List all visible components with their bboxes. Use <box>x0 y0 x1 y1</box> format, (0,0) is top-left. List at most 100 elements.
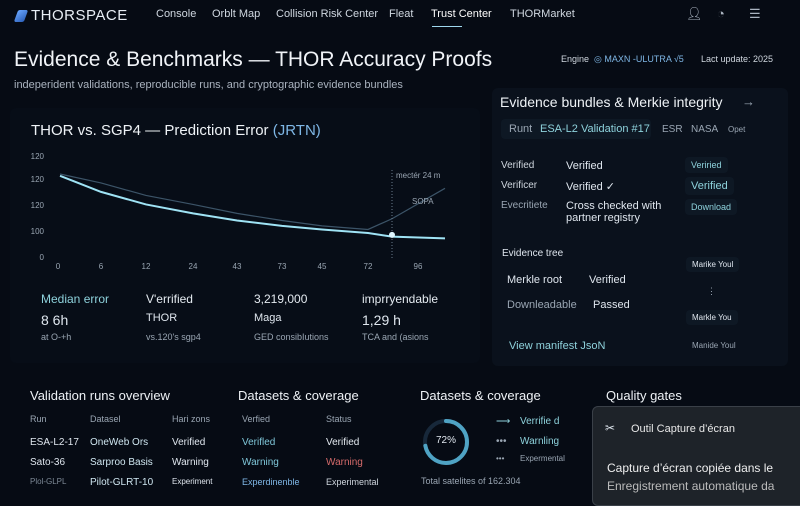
engine-label: Engine <box>561 54 590 64</box>
x-tick-label: 12 <box>142 262 151 271</box>
nav-fleet[interactable]: Fleat <box>389 8 414 20</box>
datasets-cell: Warning <box>242 457 279 468</box>
menu-icon[interactable]: ☰ <box>749 6 761 21</box>
x-tick-label: 72 <box>364 262 373 271</box>
nav-orbit-map[interactable]: Orblt Map <box>212 8 261 20</box>
nav-trust-center[interactable]: Trust Center <box>431 8 492 20</box>
chart-title-text: THOR vs. SGP4 — Prediction Error <box>31 122 269 139</box>
stat-label: V'errified <box>146 292 193 306</box>
tree-node[interactable]: Manide Youl <box>692 341 736 350</box>
nav-collision-risk[interactable]: Collision Risk Center <box>276 8 379 20</box>
y-tick-label: 120 <box>31 175 45 184</box>
stat-value: THOR <box>146 312 178 324</box>
screenshot-toast[interactable]: ✂ Outil Capture d’écran Capture d’écran … <box>592 406 800 506</box>
downloadable-label: Downleadable <box>507 299 577 311</box>
prediction-error-chart: 120 120 120 100 0 0 6 12 24 43 73 45 72 96 mectér 24 m… <box>31 152 446 271</box>
x-tick-label: 45 <box>318 262 327 271</box>
tree-node[interactable]: Markle You <box>686 310 738 325</box>
runs-cell: Sarproo Basis <box>90 457 153 468</box>
chart-title-unit: (JRTN) <box>272 122 321 139</box>
x-tick-label: 24 <box>189 262 198 271</box>
prediction-error-panel <box>10 108 480 363</box>
brand-logo[interactable]: THORSPACE <box>13 7 128 24</box>
evidence-value: Verified <box>566 160 603 172</box>
datasets-cell: Experdinenble <box>242 477 300 487</box>
runs-cell: Experiment <box>172 477 213 486</box>
runs-cell: Warning <box>172 457 209 468</box>
legend-dots-icon: ••• <box>496 454 505 463</box>
logo-icon <box>13 9 29 22</box>
legend-dots-icon: ••• <box>496 436 507 447</box>
engine-badge[interactable]: ◎ MAXN -ULUTRA √5 <box>594 54 684 64</box>
runs-header: Hari zons <box>172 414 211 424</box>
x-tick-label: 96 <box>414 262 423 271</box>
x-tick-label: 43 <box>233 262 242 271</box>
coverage-title: Datasets & coverage <box>420 388 541 403</box>
coverage-donut <box>423 419 469 465</box>
legend-experimental: Expermental <box>520 454 565 463</box>
arrow-right-icon[interactable]: → <box>742 94 755 109</box>
top-nav: THORSPACE Console Orblt Map Collision Ri… <box>0 0 800 30</box>
stat-value: 8 6h <box>41 312 69 328</box>
toast-line2: Enregistrement automatique da <box>607 479 775 493</box>
series-label: SOPA <box>412 197 434 206</box>
evidence-side-button[interactable]: Verified <box>685 177 734 195</box>
merkle-root-label: Merkle root <box>507 274 563 286</box>
evidence-side-button[interactable]: Veriried <box>685 157 728 173</box>
toast-app-name: Outil Capture d’écran <box>631 423 735 435</box>
page-title: Evidence & Benchmarks — THOR Accuracy Pr… <box>14 48 493 71</box>
tree-node[interactable]: Marike Youl <box>686 257 740 272</box>
merkle-root-value: Verified <box>589 274 626 286</box>
evidence-tree-title: Evidence tree <box>502 248 564 259</box>
last-update: Lact update: 2025 <box>701 54 774 64</box>
runs-cell[interactable]: Sato-36 <box>30 457 66 468</box>
nav-console[interactable]: Console <box>156 8 197 20</box>
x-tick-label: 0 <box>56 262 61 271</box>
evidence-side-button[interactable]: Download <box>685 199 738 215</box>
stat-label: imprryendable <box>362 292 439 306</box>
legend-verified-icon: ⟶ <box>496 416 511 427</box>
run-value: ESA-L2 Validation #17 <box>540 123 650 135</box>
tab-opet[interactable]: Opet <box>728 125 746 134</box>
stat-label: Median error <box>41 292 110 306</box>
coverage-percent: 72% <box>436 435 457 446</box>
stat-note: GED consibIutions <box>254 332 329 342</box>
user-icon[interactable]: 👤︎ <box>686 6 703 21</box>
y-tick-label: 0 <box>40 253 45 262</box>
runs-title: Validation runs overview <box>30 388 170 403</box>
y-tick-label: 120 <box>31 201 45 210</box>
sgp4-line <box>59 173 446 231</box>
runs-cell: Pilot-GLRT-10 <box>90 477 154 488</box>
runs-cell[interactable]: Plol-GLPL <box>30 477 67 486</box>
stat-value: 1,29 h <box>362 312 401 328</box>
legend-warning: Warnling <box>520 436 560 447</box>
evidence-value: Verified ✓ <box>566 181 615 193</box>
marker-point <box>389 231 395 238</box>
tab-nasa[interactable]: NASA <box>691 124 719 135</box>
active-tab-indicator <box>432 26 462 27</box>
tab-esr[interactable]: ESR <box>662 124 683 135</box>
nav-thormarket[interactable]: THORMarket <box>510 8 575 20</box>
y-tick-label: 120 <box>31 152 45 161</box>
x-tick-label: 6 <box>99 262 104 271</box>
snipping-tool-icon: ✂ <box>605 421 616 435</box>
page-subtitle: indeperident validations, reproducible r… <box>14 79 403 91</box>
runs-header: Datasel <box>90 414 121 424</box>
stat-label: 3,219,000 <box>254 292 308 306</box>
datasets-header: Verfied <box>242 414 271 424</box>
stat-note: at O-+h <box>41 332 72 342</box>
donut-arc <box>423 419 469 465</box>
view-manifest-link[interactable]: View manifest JsoN <box>509 340 606 352</box>
evidence-value: Cross checked with partner registry <box>566 200 662 224</box>
brand-name: THORSPACE <box>31 7 128 24</box>
chart-title: THOR vs. SGP4 — Prediction Error (JRTN) <box>31 122 321 139</box>
run-selector[interactable] <box>501 119 651 139</box>
runs-cell[interactable]: ESA-L2-17 <box>30 437 79 448</box>
gauge-icon[interactable]: ◔ <box>717 6 725 21</box>
thor-line <box>59 174 446 240</box>
datasets-cell: Verified <box>326 437 360 448</box>
total-satellites: Total satelites of 162.304 <box>421 476 521 486</box>
stat-note: vs.120's sgp4 <box>146 332 201 342</box>
runs-cell: Verified <box>172 437 206 448</box>
y-tick-label: 100 <box>31 227 45 236</box>
